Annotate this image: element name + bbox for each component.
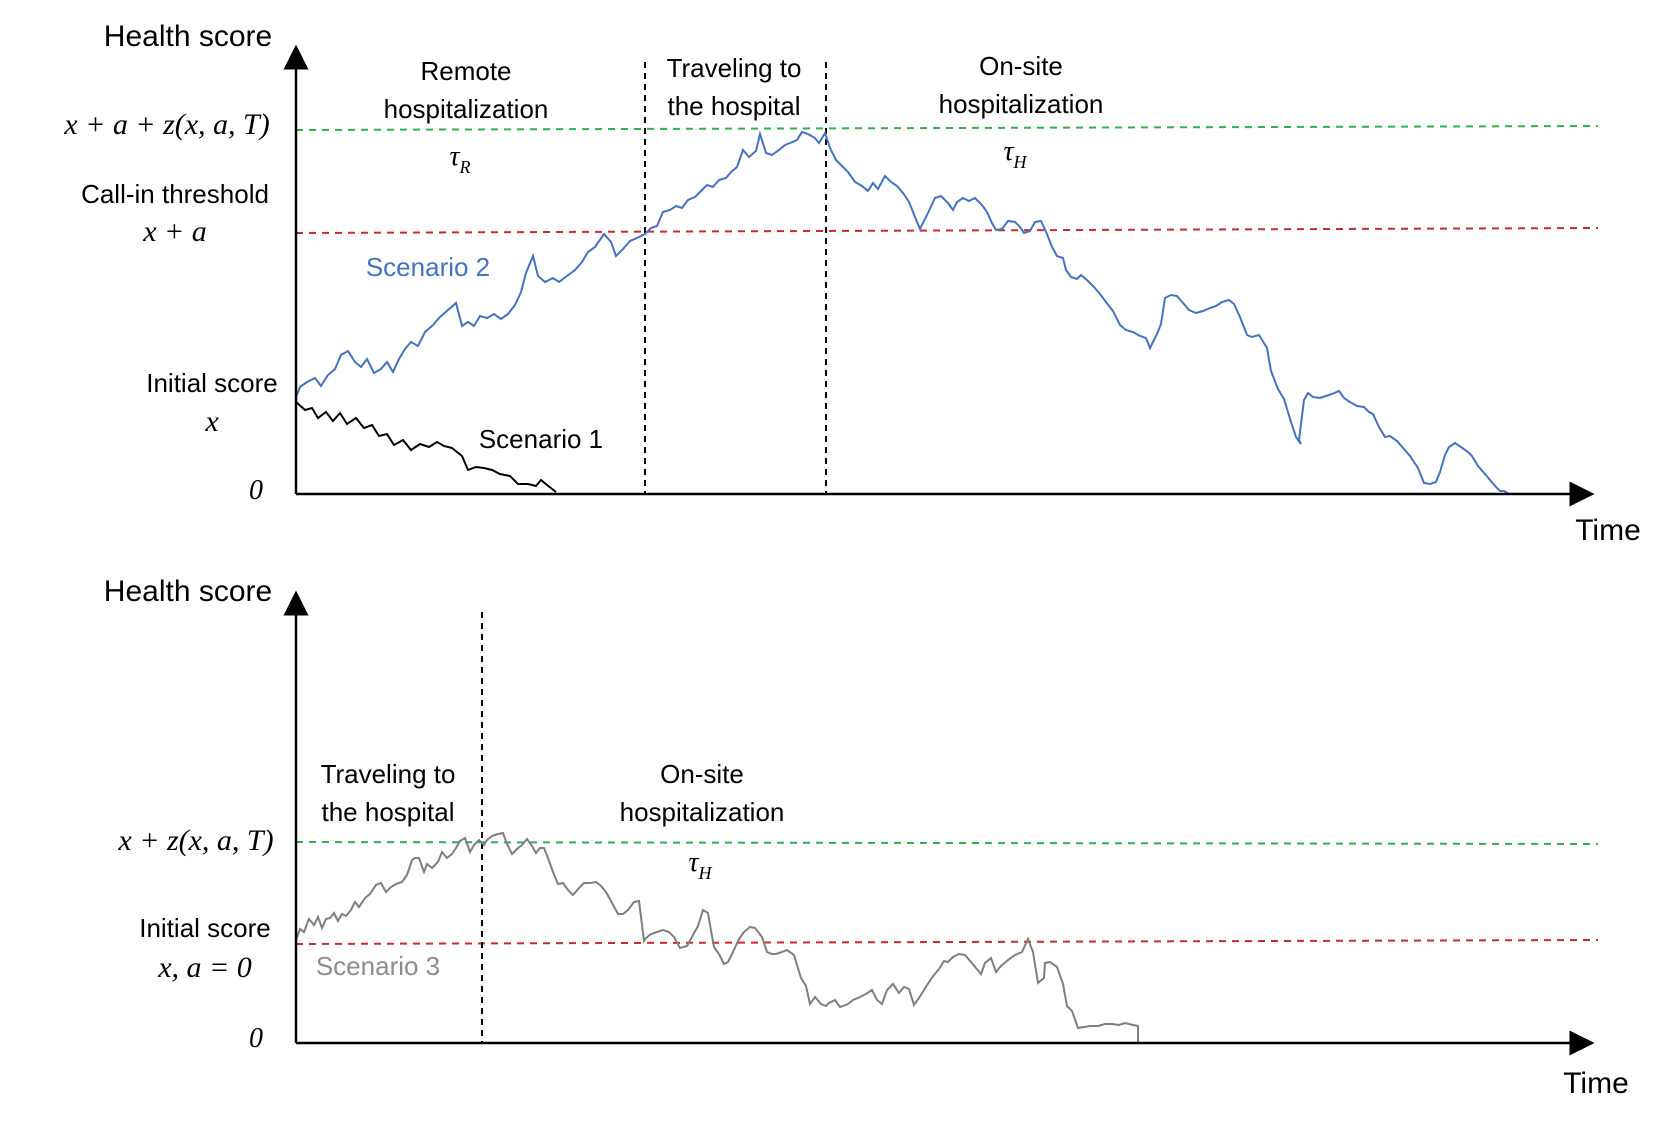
top-phase-onsite-line1: On-site (979, 51, 1063, 81)
top-y-axis-label: Health score (104, 20, 272, 53)
bottom-panel: Health score Time x + z(x, a, T) Initial… (104, 575, 1629, 1100)
top-upper-level-label: x + a + z(x, a, T) (63, 108, 269, 141)
top-phase-travel-line2: the hospital (668, 91, 801, 121)
scenario-2-path (295, 130, 1510, 495)
top-phase-remote-line2: hospitalization (384, 94, 549, 124)
bottom-phase-onsite-line1: On-site (660, 759, 744, 789)
top-initial-expr: x (204, 405, 219, 438)
bottom-zero-label: 0 (249, 1023, 263, 1054)
bottom-phase-travel-line1: Traveling to (321, 759, 456, 789)
top-threshold-label: Call-in threshold (81, 179, 269, 209)
top-phase-onsite-line2: hospitalization (939, 89, 1104, 119)
scenario-3-path (295, 831, 1139, 1043)
bottom-tau-h: τH (688, 847, 712, 883)
top-phase-travel-line1: Traveling to (667, 53, 802, 83)
top-tau-h: τH (1003, 136, 1027, 172)
bottom-x-axis-label: Time (1563, 1067, 1629, 1100)
bottom-initial-level-line (295, 939, 1599, 945)
top-upper-level-line (295, 125, 1599, 131)
scenario-2-label: Scenario 2 (366, 252, 490, 282)
bottom-y-axis-label: Health score (104, 575, 272, 608)
top-threshold-expr: x + a (142, 215, 207, 248)
bottom-phase-travel-line2: the hospital (322, 797, 455, 827)
top-initial-label: Initial score (146, 368, 278, 398)
top-zero-label: 0 (249, 475, 263, 506)
top-tau-r: τR (449, 141, 470, 177)
top-phase-remote-line1: Remote (420, 56, 511, 86)
top-threshold-line (295, 227, 1599, 234)
scenario-3-label: Scenario 3 (316, 951, 440, 981)
scenario-1-path (295, 401, 557, 493)
scenario-1-label: Scenario 1 (479, 424, 603, 454)
bottom-initial-label: Initial score (139, 913, 271, 943)
top-panel: Health score Time x + a + z(x, a, T) Cal… (63, 20, 1641, 547)
bottom-initial-expr: x, a = 0 (157, 951, 252, 984)
bottom-upper-level-label: x + z(x, a, T) (117, 824, 273, 857)
bottom-phase-onsite-line2: hospitalization (620, 797, 785, 827)
bottom-upper-level-line (295, 841, 1599, 845)
top-x-axis-label: Time (1575, 514, 1641, 547)
